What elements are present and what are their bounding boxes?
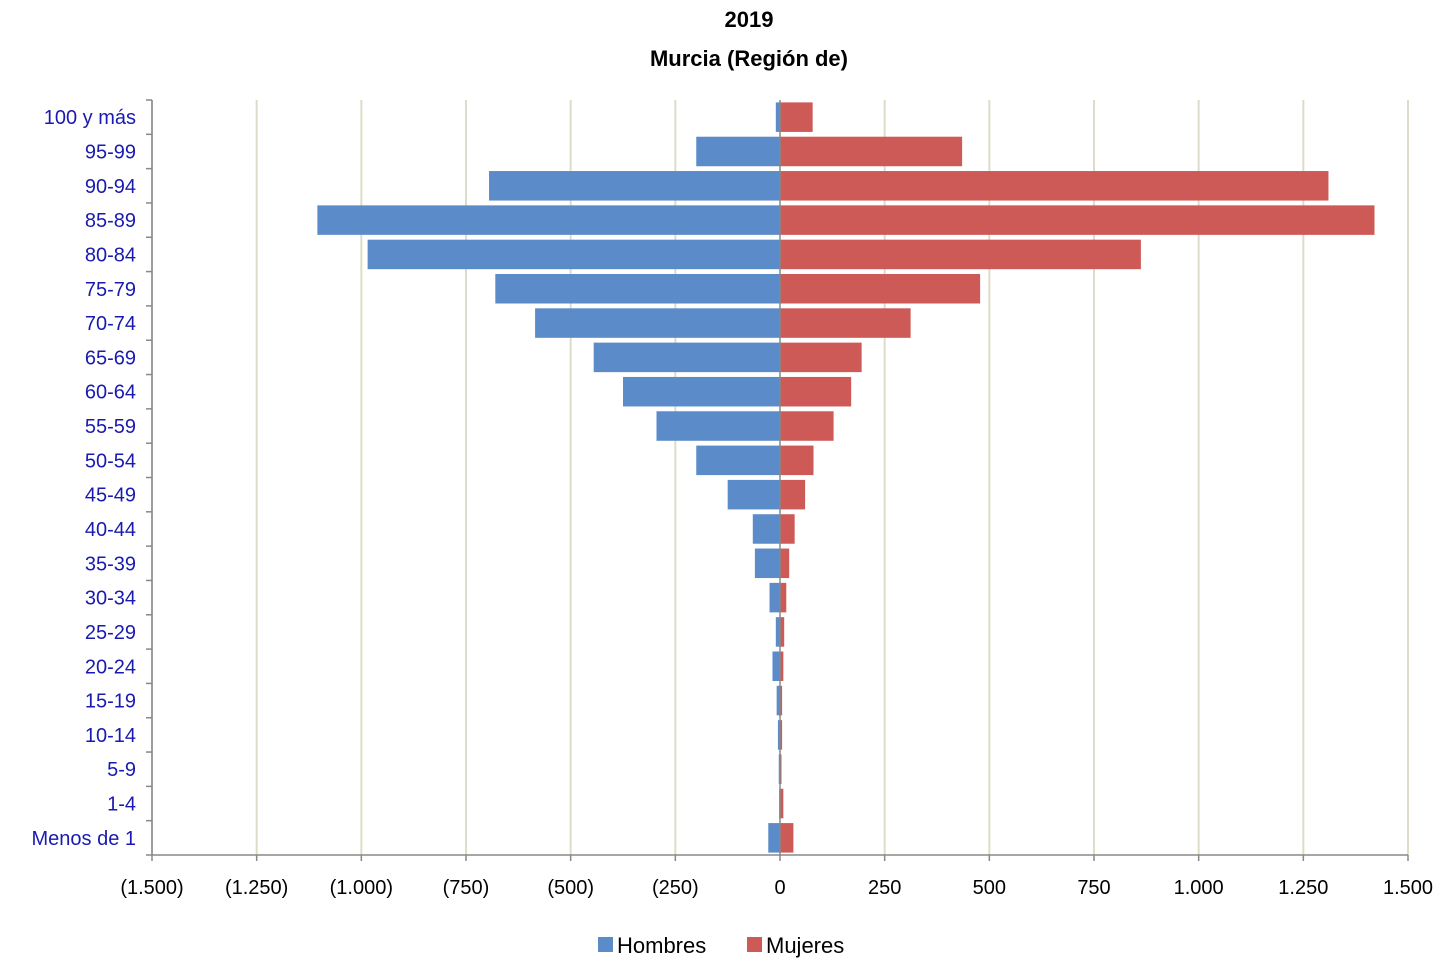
bar-mujeres-9	[780, 376, 852, 407]
bar-hombres-14	[754, 548, 780, 579]
bar-hombres-9	[623, 376, 780, 407]
bar-hombres-2	[696, 136, 780, 167]
x-tick-labels: (1.500) (1.250) (1.000) (750) (500) (250) 0 250…	[120, 877, 1433, 899]
bar-hombres-7	[535, 308, 780, 338]
category-label: Menos de 1	[31, 828, 136, 850]
bar-mujeres-21	[780, 788, 784, 819]
legend-swatch-hombres	[598, 937, 613, 952]
x-tick-label: 500	[973, 877, 1006, 899]
x-tick-label: (1.500)	[120, 877, 183, 899]
x-tick-label: (250)	[652, 877, 699, 899]
x-tick-label: 250	[868, 877, 901, 899]
category-labels: 100 y más 95-99 90-94 85-89 80-84 75-79 70-74 6…	[31, 107, 136, 850]
bar-hombres-19	[777, 720, 780, 750]
bar-hombres-22	[768, 823, 780, 853]
bar-mujeres-17	[780, 651, 784, 682]
chart-title-year: 2019	[725, 7, 774, 32]
category-label: 80-84	[85, 244, 136, 266]
legend: Hombres Mujeres	[598, 933, 844, 958]
bar-mujeres-22	[780, 823, 794, 853]
category-label: 15-19	[85, 691, 136, 713]
bar-mujeres-14	[780, 548, 790, 579]
bar-mujeres-1	[780, 102, 813, 132]
category-label: 45-49	[85, 485, 136, 507]
category-label: 35-39	[85, 553, 136, 575]
x-tick-label: 1.250	[1278, 877, 1328, 899]
x-tick-label: 1.000	[1174, 877, 1224, 899]
bar-hombres-12	[727, 479, 780, 510]
category-label: 25-29	[85, 622, 136, 644]
x-tick-label: (750)	[443, 877, 490, 899]
legend-label-mujeres: Mujeres	[766, 933, 844, 958]
bar-hombres-15	[769, 582, 780, 613]
bar-mujeres-12	[780, 479, 806, 510]
bar-hombres-6	[495, 273, 780, 304]
x-tick-label: (500)	[547, 877, 594, 899]
bar-hombres-8	[593, 342, 780, 373]
category-label: 30-34	[85, 588, 136, 610]
category-label: 75-79	[85, 279, 136, 301]
bar-hombres-18	[776, 685, 780, 716]
bar-hombres-11	[696, 445, 780, 476]
legend-swatch-mujeres	[747, 937, 762, 952]
bar-hombres-17	[772, 651, 780, 682]
category-label: 70-74	[85, 313, 136, 335]
category-label: 95-99	[85, 141, 136, 163]
category-label: 10-14	[85, 725, 136, 747]
bar-mujeres-19	[780, 720, 783, 750]
category-label: 1-4	[107, 794, 136, 816]
bar-mujeres-4	[780, 205, 1375, 235]
bar-mujeres-2	[780, 136, 963, 167]
category-label: 5-9	[107, 759, 136, 781]
bar-hombres-4	[317, 205, 780, 235]
bar-mujeres-6	[780, 273, 981, 304]
bar-mujeres-3	[780, 171, 1329, 201]
bar-mujeres-10	[780, 411, 834, 441]
bar-hombres-10	[656, 411, 780, 441]
bar-mujeres-5	[780, 239, 1141, 270]
bar-mujeres-15	[780, 582, 787, 613]
category-label: 65-69	[85, 347, 136, 369]
legend-label-hombres: Hombres	[617, 933, 706, 958]
x-tick-label: (1.000)	[330, 877, 393, 899]
bar-hombres-5	[367, 239, 780, 270]
bars	[317, 102, 1375, 853]
x-tick-label: 750	[1077, 877, 1110, 899]
category-label: 40-44	[85, 519, 136, 541]
category-label: 90-94	[85, 176, 136, 198]
chart-title-region: Murcia (Región de)	[650, 46, 848, 71]
bar-mujeres-16	[780, 617, 785, 647]
x-tick-label: 0	[774, 877, 785, 899]
axes	[146, 99, 1409, 861]
bar-mujeres-7	[780, 308, 911, 338]
category-label: 85-89	[85, 210, 136, 232]
category-label: 60-64	[85, 382, 136, 404]
bar-mujeres-8	[780, 342, 862, 373]
bar-hombres-3	[489, 171, 780, 201]
bar-mujeres-11	[780, 445, 814, 476]
x-tick-label: (1.250)	[225, 877, 288, 899]
category-label: 55-59	[85, 416, 136, 438]
bar-hombres-13	[752, 514, 780, 544]
category-label: 50-54	[85, 450, 136, 472]
bar-hombres-16	[775, 617, 780, 647]
category-label: 20-24	[85, 656, 136, 678]
x-tick-label: 1.500	[1383, 877, 1433, 899]
category-label: 100 y más	[44, 107, 136, 129]
bar-hombres-1	[775, 102, 780, 132]
bar-mujeres-13	[780, 514, 795, 544]
bar-mujeres-18	[780, 685, 783, 716]
